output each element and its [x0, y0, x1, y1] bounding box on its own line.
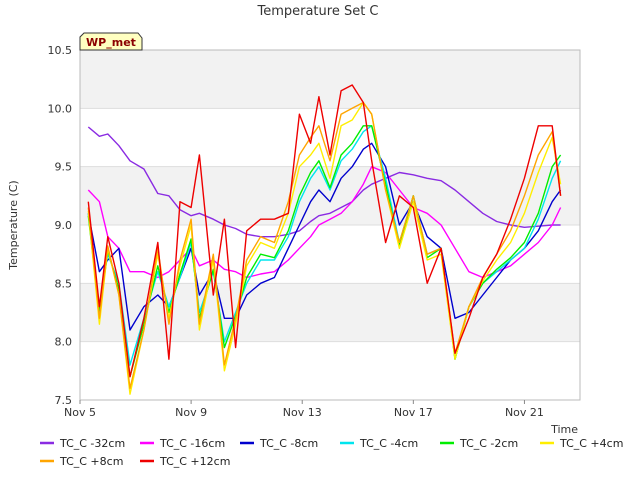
legend-label-tc-c-2cm: TC_C -2cm [459, 437, 518, 450]
plot-frame [79, 49, 581, 401]
series-line-tc-c-12cm [87, 84, 562, 378]
y-tick-label: 8.5 [55, 277, 73, 290]
y-tick-label: 8.0 [55, 336, 73, 349]
badge-label: WP_met [86, 36, 136, 49]
chart-title: Temperature Set C [256, 4, 378, 19]
x-axis-label: Time [550, 423, 578, 436]
plot-band [80, 50, 580, 109]
x-tick-label: Nov 5 [64, 406, 96, 419]
y-axis-ticks: 7.5 8.0 8.5 9.0 9.5 10.0 10.5 [48, 44, 73, 407]
y-tick-label: 7.5 [55, 394, 73, 407]
y-tick-label: 10.0 [48, 102, 73, 115]
x-tick-label: Nov 9 [175, 406, 207, 419]
legend-label-tc-c-12cm: TC_C +12cm [159, 455, 230, 468]
x-axis-ticks: Nov 5 Nov 9 Nov 13 Nov 17 Nov 21 [64, 400, 544, 419]
series-layer [87, 84, 562, 395]
y-axis-label: Temperature (C) [7, 180, 20, 270]
badge-shape [79, 32, 143, 51]
y-tick-label: 9.5 [55, 161, 73, 174]
plot-band [80, 283, 580, 342]
legend-label-tc-c-8cm: TC_C -8cm [259, 437, 318, 450]
legend-label-tc-c-32cm: TC_C -32cm [59, 437, 125, 450]
legend: TC_C -32cm TC_C -16cm TC_C -8cm TC_C -4cm TC… [40, 437, 623, 468]
series-line-tc-c-16cm [87, 165, 562, 279]
station-badge: WP_met [79, 32, 143, 51]
legend-label-tc-c-4cm: TC_C -4cm [359, 437, 418, 450]
legend-label-tc-c-4cm: TC_C +4cm [559, 437, 623, 450]
x-tick-label: Nov 21 [505, 406, 544, 419]
legend-label-tc-c-8cm: TC_C +8cm [59, 455, 123, 468]
y-tick-label: 10.5 [48, 44, 73, 57]
x-tick-label: Nov 17 [394, 406, 433, 419]
series-line-tc-c-8cm [87, 101, 562, 389]
y-tick-label: 9.0 [55, 219, 73, 232]
series-line-tc-c-32cm [87, 126, 561, 238]
x-tick-label: Nov 13 [283, 406, 322, 419]
legend-label-tc-c-16cm: TC_C -16cm [159, 437, 225, 450]
